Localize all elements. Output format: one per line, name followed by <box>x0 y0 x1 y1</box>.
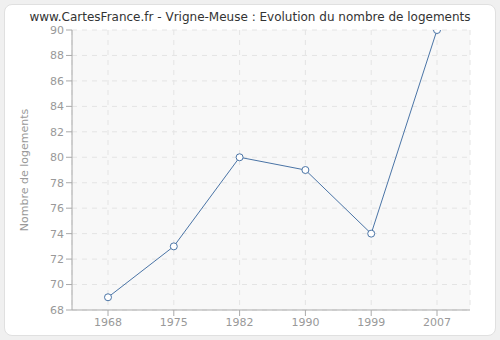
svg-text:2007: 2007 <box>423 316 451 329</box>
svg-text:82: 82 <box>50 126 64 139</box>
svg-text:Nombre de logements: Nombre de logements <box>18 108 31 231</box>
svg-text:1990: 1990 <box>291 316 319 329</box>
svg-text:1999: 1999 <box>357 316 385 329</box>
svg-text:88: 88 <box>50 49 64 62</box>
svg-text:74: 74 <box>50 228 64 241</box>
svg-text:90: 90 <box>50 24 64 37</box>
svg-text:70: 70 <box>50 278 64 291</box>
svg-text:1968: 1968 <box>94 316 122 329</box>
svg-text:76: 76 <box>50 202 64 215</box>
svg-text:72: 72 <box>50 253 64 266</box>
svg-text:84: 84 <box>50 100 64 113</box>
svg-text:80: 80 <box>50 151 64 164</box>
svg-text:1982: 1982 <box>226 316 254 329</box>
svg-text:86: 86 <box>50 75 64 88</box>
svg-text:78: 78 <box>50 177 64 190</box>
html-text:www.CartesFrance.fr - Vrigne-M: www.CartesFrance.fr - Vrigne-Meuse : Evo… <box>29 10 471 24</box>
svg-text:68: 68 <box>50 304 64 317</box>
svg-text:1975: 1975 <box>160 316 188 329</box>
